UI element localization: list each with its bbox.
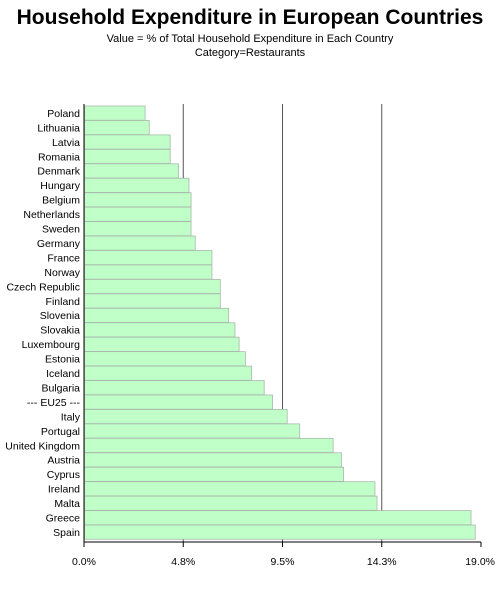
bar-8 [84,221,192,237]
category-label-17: Estonia [45,354,80,366]
category-label-8: Sweden [42,224,80,236]
category-label-14: Slovenia [40,310,80,322]
category-labels: Poland Lithuania Latvia Romania Denmark Hunga… [5,108,80,539]
bar-28 [84,510,472,526]
category-label-10: France [47,252,80,264]
bars [84,105,476,540]
x-axis-ticks: 0.0% 4.8% 9.5% 14.3% 19.0% [72,542,495,568]
bar-19 [84,380,265,396]
category-label-13: Finland [46,296,81,308]
bar-2 [84,134,171,150]
category-label-5: Hungary [40,180,80,192]
bar-21 [84,409,288,425]
bar-0 [84,105,146,121]
chart-title: Household Expenditure in European Countr… [16,6,484,29]
category-label-26: Ireland [48,484,80,496]
category-label-4: Denmark [37,166,80,178]
x-tick-label-1: 4.8% [171,556,195,568]
x-tick-label-3: 14.3% [367,556,397,568]
category-label-24: Austria [47,455,80,467]
bar-3 [84,148,171,164]
bar-17 [84,351,246,367]
bar-23 [84,437,334,453]
chart-subtitle-value: Value = % of Total Household Expenditure… [106,33,394,45]
category-label-0: Poland [47,108,80,120]
category-label-1: Lithuania [37,122,80,134]
category-label-15: Slovakia [40,325,80,337]
bar-13 [84,293,221,309]
bar-14 [84,307,230,323]
category-label-16: Luxembourg [22,339,81,351]
x-tick-label-2: 9.5% [271,556,295,568]
bar-1 [84,120,150,136]
category-label-7: Netherlands [23,209,80,221]
bar-16 [84,336,240,352]
category-label-21: Italy [61,411,81,423]
category-label-11: Norway [44,267,80,279]
bar-10 [84,250,213,266]
category-label-25: Cyprus [47,469,80,481]
category-label-2: Latvia [52,137,80,149]
category-label-9: Germany [37,238,81,250]
bar-26 [84,481,376,497]
bar-27 [84,495,378,511]
bar-12 [84,278,221,294]
category-label-28: Greece [46,513,81,525]
bar-25 [84,466,344,482]
x-tick-label-0: 0.0% [72,556,96,568]
bar-18 [84,365,253,381]
category-label-20: --- EU25 --- [27,397,81,409]
bar-20 [84,394,273,410]
bar-6 [84,192,192,208]
bar-4 [84,163,179,179]
category-label-3: Romania [38,151,80,163]
bar-15 [84,322,236,338]
x-tick-label-4: 19.0% [465,556,495,568]
category-label-22: Portugal [41,426,80,438]
bar-24 [84,452,342,468]
category-label-19: Bulgaria [41,382,80,394]
category-label-23: United Kingdom [5,440,80,452]
category-label-29: Spain [53,527,80,539]
category-label-27: Malta [54,498,80,510]
bar-9 [84,235,196,251]
chart-subtitle-category: Category=Restaurants [194,47,306,59]
bar-22 [84,423,301,439]
category-label-6: Belgium [42,195,80,207]
category-label-18: Iceland [46,368,80,380]
bar-5 [84,177,190,193]
bar-7 [84,206,192,222]
bar-11 [84,264,213,280]
bar-29 [84,524,476,540]
category-label-12: Czech Republic [6,281,80,293]
